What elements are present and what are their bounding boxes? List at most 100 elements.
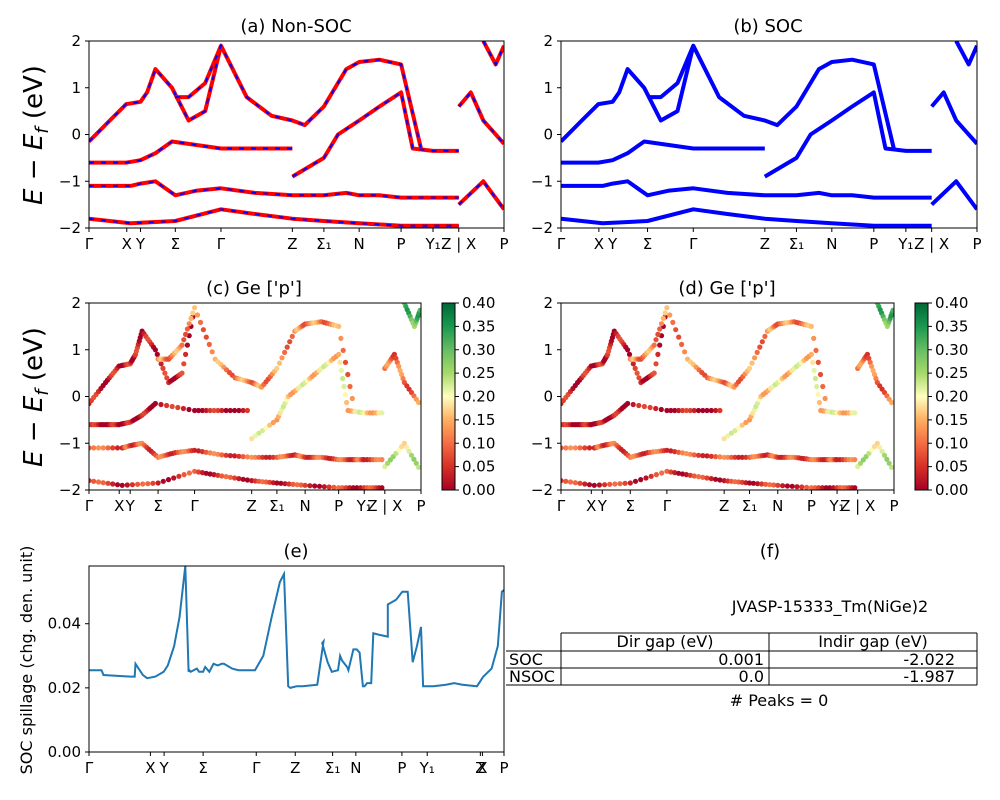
band-line xyxy=(175,43,423,149)
projection-point xyxy=(679,471,686,477)
band-line-dash xyxy=(482,41,504,67)
projection-point xyxy=(591,482,597,488)
projection-point xyxy=(240,476,246,482)
projection-point xyxy=(181,361,187,367)
projection-point xyxy=(179,370,185,376)
material-id: JVASP-15333_Tm(NiGe)2 xyxy=(731,597,928,617)
projection-point xyxy=(658,321,665,327)
x-tick-label: Y₁ xyxy=(419,759,435,777)
projection-point xyxy=(227,453,233,459)
projection-point xyxy=(240,407,246,414)
projection-point xyxy=(119,482,125,488)
x-tick-label: P xyxy=(889,497,898,515)
projection-point xyxy=(339,485,345,490)
projection-point xyxy=(676,449,682,455)
x-tick-label: X xyxy=(594,235,604,253)
projection-point xyxy=(150,480,156,486)
projection-point xyxy=(160,478,166,484)
projection-point xyxy=(816,399,823,406)
projection-point xyxy=(124,482,130,488)
projection-point xyxy=(396,363,402,369)
projection-point xyxy=(95,445,102,451)
projection-point xyxy=(676,470,682,476)
projection-point xyxy=(704,475,710,481)
projection-point xyxy=(812,375,819,382)
projection-point xyxy=(784,483,791,489)
projection-point xyxy=(184,342,190,348)
projection-point xyxy=(270,419,276,426)
projection-point xyxy=(91,445,97,451)
projection-point xyxy=(289,333,295,339)
projection-point xyxy=(100,445,106,451)
projection-point xyxy=(338,367,344,374)
projection-point xyxy=(379,410,385,416)
projection-point xyxy=(612,481,618,487)
projection-point xyxy=(270,454,276,460)
band-line-dash xyxy=(89,208,459,227)
y-tick-label: 2 xyxy=(71,32,81,50)
y-tick-label: 1 xyxy=(543,79,553,97)
projection-point xyxy=(728,430,735,436)
projection-point xyxy=(667,312,673,318)
x-tick-label: Y₁ xyxy=(897,235,913,253)
projection-point xyxy=(164,402,170,409)
x-tick-label: Σ xyxy=(626,497,635,515)
x-tick-label: X xyxy=(477,759,487,777)
projection-point xyxy=(417,307,421,313)
colorbar-tick-label: 0.35 xyxy=(462,317,495,335)
projection-point xyxy=(192,447,198,453)
projection-point xyxy=(672,470,678,476)
projection-point xyxy=(256,454,262,460)
projection-point xyxy=(664,407,670,414)
projection-point xyxy=(704,407,710,414)
colorbar-tick-label: 0.35 xyxy=(935,317,968,335)
table-cell-nsoc-indir: -1.987 xyxy=(903,667,955,686)
x-tick-label: Z xyxy=(290,759,300,777)
projection-point xyxy=(184,326,190,332)
projection-point xyxy=(349,395,355,402)
projection-point xyxy=(687,472,693,478)
projection-point xyxy=(321,484,327,490)
x-tick-label: Z xyxy=(760,235,770,253)
projection-point xyxy=(561,478,564,484)
colorbar-tick-label: 0.40 xyxy=(462,294,495,312)
projection-point xyxy=(240,454,246,460)
x-tick-label: Y₁ xyxy=(828,497,844,515)
plot-frame xyxy=(88,40,505,229)
panel-e-spillage: (e) SOC spillage (chg. den. unit) 0.04 0.… xyxy=(17,541,509,777)
y-tick-label: −2 xyxy=(531,219,553,237)
panel-a-ylabel: E − Ef (eV) xyxy=(19,65,53,205)
projection-point xyxy=(186,321,192,327)
projection-point xyxy=(413,460,419,466)
x-tick-label: Z xyxy=(719,497,729,515)
x-tick-label: Σ₁ xyxy=(325,759,341,777)
band-line xyxy=(561,179,932,200)
projection-point xyxy=(655,351,661,357)
projection-point xyxy=(284,344,290,350)
projection-point xyxy=(867,359,873,365)
projection-point xyxy=(691,407,697,414)
projection-point xyxy=(679,407,686,414)
band-line xyxy=(561,45,696,143)
panel-a-bands xyxy=(89,41,504,228)
x-tick-label: Σ₁ xyxy=(742,497,758,515)
projection-point xyxy=(632,478,639,484)
projection-point xyxy=(717,477,723,483)
projection-point xyxy=(630,401,636,408)
projection-point xyxy=(181,472,187,478)
projection-point xyxy=(695,474,702,480)
x-tick-label: X xyxy=(122,235,132,253)
projection-point xyxy=(725,433,731,439)
projection-point xyxy=(759,481,765,487)
projection-point xyxy=(870,367,876,374)
projection-point xyxy=(736,425,742,431)
projection-point xyxy=(154,351,160,357)
x-tick-label: Σ xyxy=(198,759,207,777)
panel-d-title: (d) Ge ['p'] xyxy=(678,278,775,299)
x-tick-label: Z | X xyxy=(441,235,476,253)
projection-point xyxy=(338,335,344,341)
projection-point xyxy=(215,472,221,478)
x-tick-label: Y₁ xyxy=(356,497,372,515)
x-tick-label: Y xyxy=(125,497,136,515)
